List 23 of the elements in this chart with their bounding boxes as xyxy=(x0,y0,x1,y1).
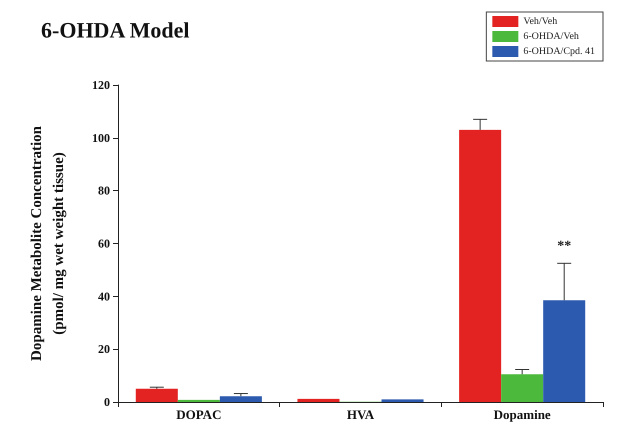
legend-label: 6-OHDA/Veh xyxy=(523,31,579,42)
y-tick-label: 20 xyxy=(98,342,110,356)
legend-label: 6-OHDA/Cpd. 41 xyxy=(523,46,596,57)
legend-label: Veh/Veh xyxy=(523,16,558,27)
bar xyxy=(543,300,586,402)
bar xyxy=(220,396,262,402)
bar xyxy=(136,388,178,402)
bar xyxy=(382,399,424,402)
y-tick-label: 100 xyxy=(92,130,110,145)
bar xyxy=(297,398,340,402)
y-tick-label: 40 xyxy=(98,289,110,304)
x-tick-label: DOPAC xyxy=(176,407,222,422)
bar xyxy=(501,374,544,402)
y-tick-label: 60 xyxy=(98,236,110,250)
y-tick-label: 120 xyxy=(92,78,110,92)
bar xyxy=(459,130,502,402)
y-tick-label: 80 xyxy=(98,184,110,198)
chart-title: 6-OHDA Model xyxy=(41,18,190,42)
annotation: ** xyxy=(557,238,572,254)
x-tick-label: HVA xyxy=(346,407,375,422)
y-axis-title: Dopamine Metabolite Concentration (pmol/ mg wet weight tissue) xyxy=(29,125,67,361)
y-tick-label: 0 xyxy=(104,395,110,409)
x-tick-label: Dopamine xyxy=(494,407,551,422)
